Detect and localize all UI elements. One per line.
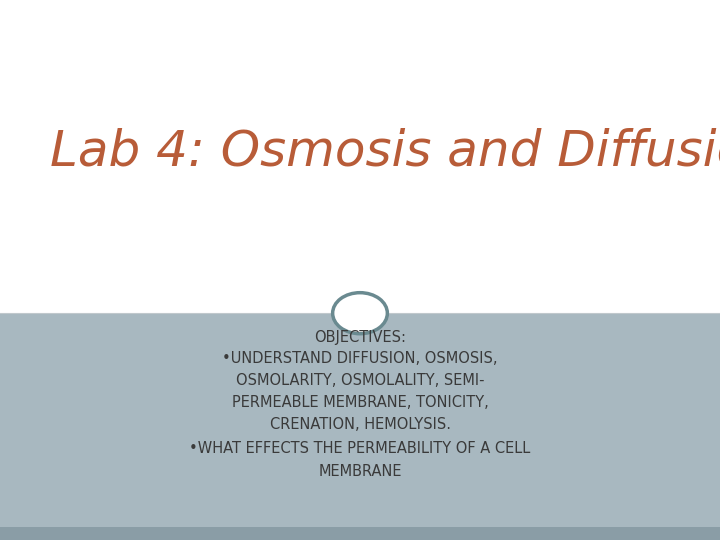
Text: OBJECTIVES:: OBJECTIVES: — [314, 330, 406, 345]
FancyBboxPatch shape — [0, 313, 720, 540]
Circle shape — [333, 293, 387, 334]
FancyBboxPatch shape — [0, 0, 720, 313]
Text: •UNDERSTAND DIFFUSION, OSMOSIS,
OSMOLARITY, OSMOLALITY, SEMI-
PERMEABLE MEMBRANE: •UNDERSTAND DIFFUSION, OSMOSIS, OSMOLARI… — [222, 350, 498, 433]
FancyBboxPatch shape — [0, 526, 720, 540]
Text: Lab 4: Osmosis and Diffusion: Lab 4: Osmosis and Diffusion — [50, 127, 720, 175]
Text: •WHAT EFFECTS THE PERMEABILITY OF A CELL
MEMBRANE: •WHAT EFFECTS THE PERMEABILITY OF A CELL… — [189, 442, 531, 478]
